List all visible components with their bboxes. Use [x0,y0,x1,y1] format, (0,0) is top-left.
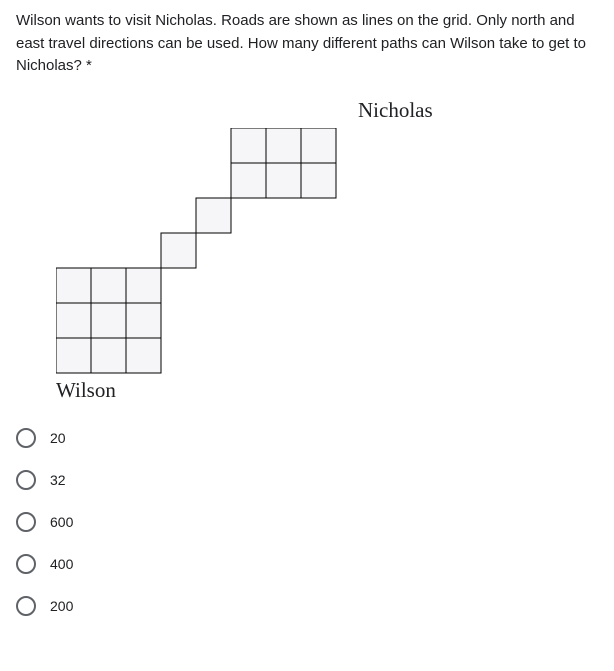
option-row[interactable]: 200 [16,596,598,616]
option-row[interactable]: 600 [16,512,598,532]
radio-icon [16,596,36,616]
option-label: 400 [50,556,73,572]
question-text: Wilson wants to visit Nicholas. Roads ar… [16,10,598,78]
option-row[interactable]: 20 [16,428,598,448]
radio-icon [16,554,36,574]
options-group: 20 32 600 400 200 [16,428,598,616]
diagram-area: Nicholas Wilson [16,98,598,408]
option-label: 32 [50,472,66,488]
radio-icon [16,428,36,448]
option-row[interactable]: 400 [16,554,598,574]
grid-diagram [56,128,376,388]
option-label: 200 [50,598,73,614]
option-label: 600 [50,514,73,530]
radio-icon [16,512,36,532]
nicholas-label: Nicholas [358,98,433,123]
wilson-label: Wilson [56,378,116,403]
radio-icon [16,470,36,490]
option-label: 20 [50,430,66,446]
option-row[interactable]: 32 [16,470,598,490]
